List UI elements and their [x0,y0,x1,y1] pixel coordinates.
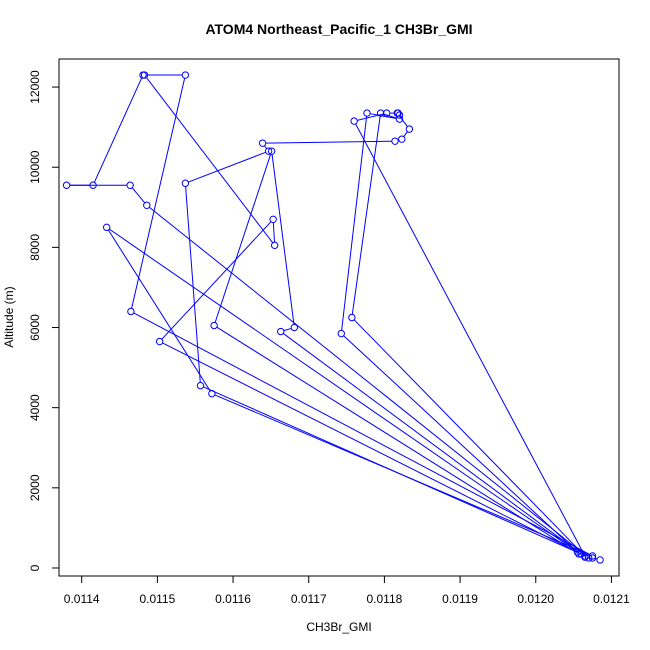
data-point [391,137,399,145]
y-tick-label: 6000 [28,314,42,341]
data-point [405,125,414,133]
x-tick-label: 0.0121 [593,592,630,606]
y-tick-label: 4000 [28,394,42,421]
x-tick-label: 0.0119 [442,592,478,606]
data-point [585,554,593,562]
data-point [337,329,345,338]
x-tick-label: 0.0118 [366,592,402,606]
data-point [210,321,218,330]
series-segment [131,187,146,204]
series-segment [109,228,576,551]
series-layer [62,71,604,564]
data-point [348,313,356,322]
x-axis-label: CH3Br_GMI [306,620,371,634]
x-axis: 0.0114 0.0115 0.0116 0.0117 0.0118 0.0119 0.01… [64,575,630,606]
data-point [398,135,406,143]
data-point [290,323,299,332]
data-point [155,337,164,346]
x-tick-label: 0.0115 [139,592,175,606]
series-segment [214,154,272,323]
series-segment [148,206,587,557]
series-segment [131,78,186,309]
series-segment [214,394,590,556]
data-point [267,147,276,155]
series-segment [161,221,272,340]
x-tick-label: 0.0120 [517,592,554,606]
data-point [126,181,134,189]
data-point [264,147,273,155]
series-segment [133,312,590,555]
series-segment [272,222,275,243]
series-segment [353,319,584,555]
data-point [208,389,216,398]
data-point [277,327,285,336]
data-point [196,381,205,390]
y-tick-label: 12000 [28,70,42,104]
series-segment [351,116,381,315]
chart-title: ATOM4 Northeast_Pacific_1 CH3Br_GMI [205,21,472,37]
series-segment [403,131,408,137]
data-point [395,111,404,119]
data-point [181,179,190,187]
y-tick-label: 10000 [28,150,42,184]
data-point [143,201,151,209]
x-tick-label: 0.0116 [215,592,251,606]
data-point [395,115,404,123]
series-segment [185,186,201,383]
series-segment [355,123,584,554]
data-point [62,181,71,189]
data-point [89,181,97,189]
x-tick-label: 0.0117 [291,592,327,606]
data-point [269,215,277,224]
data-point [581,552,589,560]
series-segment [146,77,274,244]
data-point [588,552,597,560]
data-point [376,109,385,117]
data-point [270,241,279,250]
series-segment [265,140,392,144]
series-segment [343,335,576,551]
data-point [258,139,267,147]
y-axis-label: Altitude (m) [2,286,16,347]
series-segment [341,116,368,331]
data-point [140,71,149,79]
series-segment [370,113,397,120]
x-tick-label: 0.0114 [64,592,100,606]
data-point [350,117,358,125]
series-segment [271,154,295,325]
data-point [181,71,190,79]
series-segment [398,115,408,127]
y-axis: 0 2000 4000 6000 8000 10000 12000 [28,70,60,571]
y-tick-label: 2000 [28,474,42,501]
series-segment [93,77,143,183]
data-point [577,550,585,558]
data-point [127,307,135,316]
data-point [596,556,604,564]
data-point [573,548,582,556]
data-point [363,109,371,117]
series-segment [264,145,268,149]
series-segment [107,229,211,392]
data-point [102,223,111,232]
series-segment [216,326,577,553]
series-segment [383,113,397,119]
data-point [588,554,597,562]
series-segment [188,151,266,183]
series-segment [283,333,579,553]
series-segment [162,342,587,557]
y-tick-label: 8000 [28,234,42,261]
y-tick-label: 0 [28,564,42,571]
series-segment [283,327,292,332]
